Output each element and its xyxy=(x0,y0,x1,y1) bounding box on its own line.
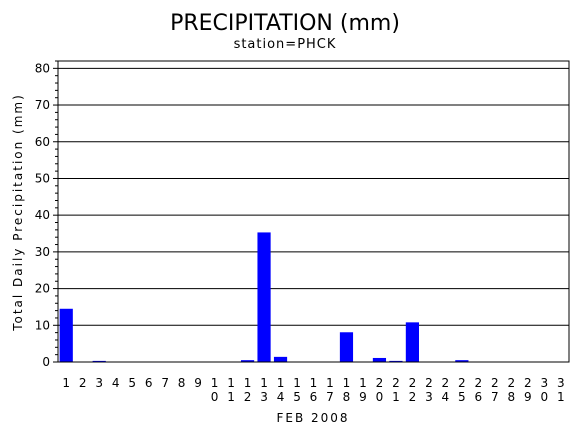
x-tick-label-7: 7 xyxy=(161,376,169,390)
grid-lines xyxy=(58,67,569,326)
bar-day-21 xyxy=(389,360,403,362)
x-axis-label: FEB 2008 xyxy=(276,411,349,425)
bar-day-18 xyxy=(339,332,354,362)
x-tick-label-8: 8 xyxy=(178,376,186,390)
y-axis-ticks: 0 10 20 30 40 50 60 70 80 xyxy=(35,60,58,369)
x-tick-label-9: 9 xyxy=(194,376,202,390)
x-tick-label-2: 2 xyxy=(79,376,87,390)
x-tick-label-3: 3 xyxy=(95,376,103,390)
bar-day-3 xyxy=(92,360,106,362)
x-tick-label-1: 1 xyxy=(62,376,70,390)
bar-day-20 xyxy=(372,357,387,362)
y-tick-label: 50 xyxy=(35,171,50,185)
bars xyxy=(59,232,469,362)
y-tick-label: 20 xyxy=(35,282,50,296)
bar-day-22 xyxy=(405,322,419,362)
x-tick-label-5: 5 xyxy=(128,376,136,390)
x-tick-label-6: 6 xyxy=(145,376,153,390)
y-axis-label: Total Daily Precipitation (mm) xyxy=(11,93,25,332)
y-tick-label: 80 xyxy=(35,61,50,75)
y-tick-label: 10 xyxy=(35,318,50,332)
y-tick-label: 60 xyxy=(35,135,50,149)
y-tick-label: 70 xyxy=(35,98,50,112)
bar-day-25 xyxy=(455,360,469,362)
x-axis-ticks: 1 2 3 4 5 6 7 8 9 1 01 11 21 31 41 51 61 71 81 92 02 12 22 32 42… xyxy=(62,376,564,404)
bar-day-14 xyxy=(273,356,288,362)
y-tick-label: 40 xyxy=(35,208,50,222)
bar-day-1 xyxy=(59,308,73,362)
plot-frame xyxy=(57,60,570,363)
y-tick-label: 0 xyxy=(42,355,50,369)
x-tick-label-4: 4 xyxy=(112,376,120,390)
bar-day-13 xyxy=(257,232,271,362)
y-tick-label: 30 xyxy=(35,245,50,259)
bar-day-12 xyxy=(240,360,255,362)
chart-subtitle: station=PHCK xyxy=(234,37,337,52)
chart-title: PRECIPITATION (mm) xyxy=(170,11,400,36)
